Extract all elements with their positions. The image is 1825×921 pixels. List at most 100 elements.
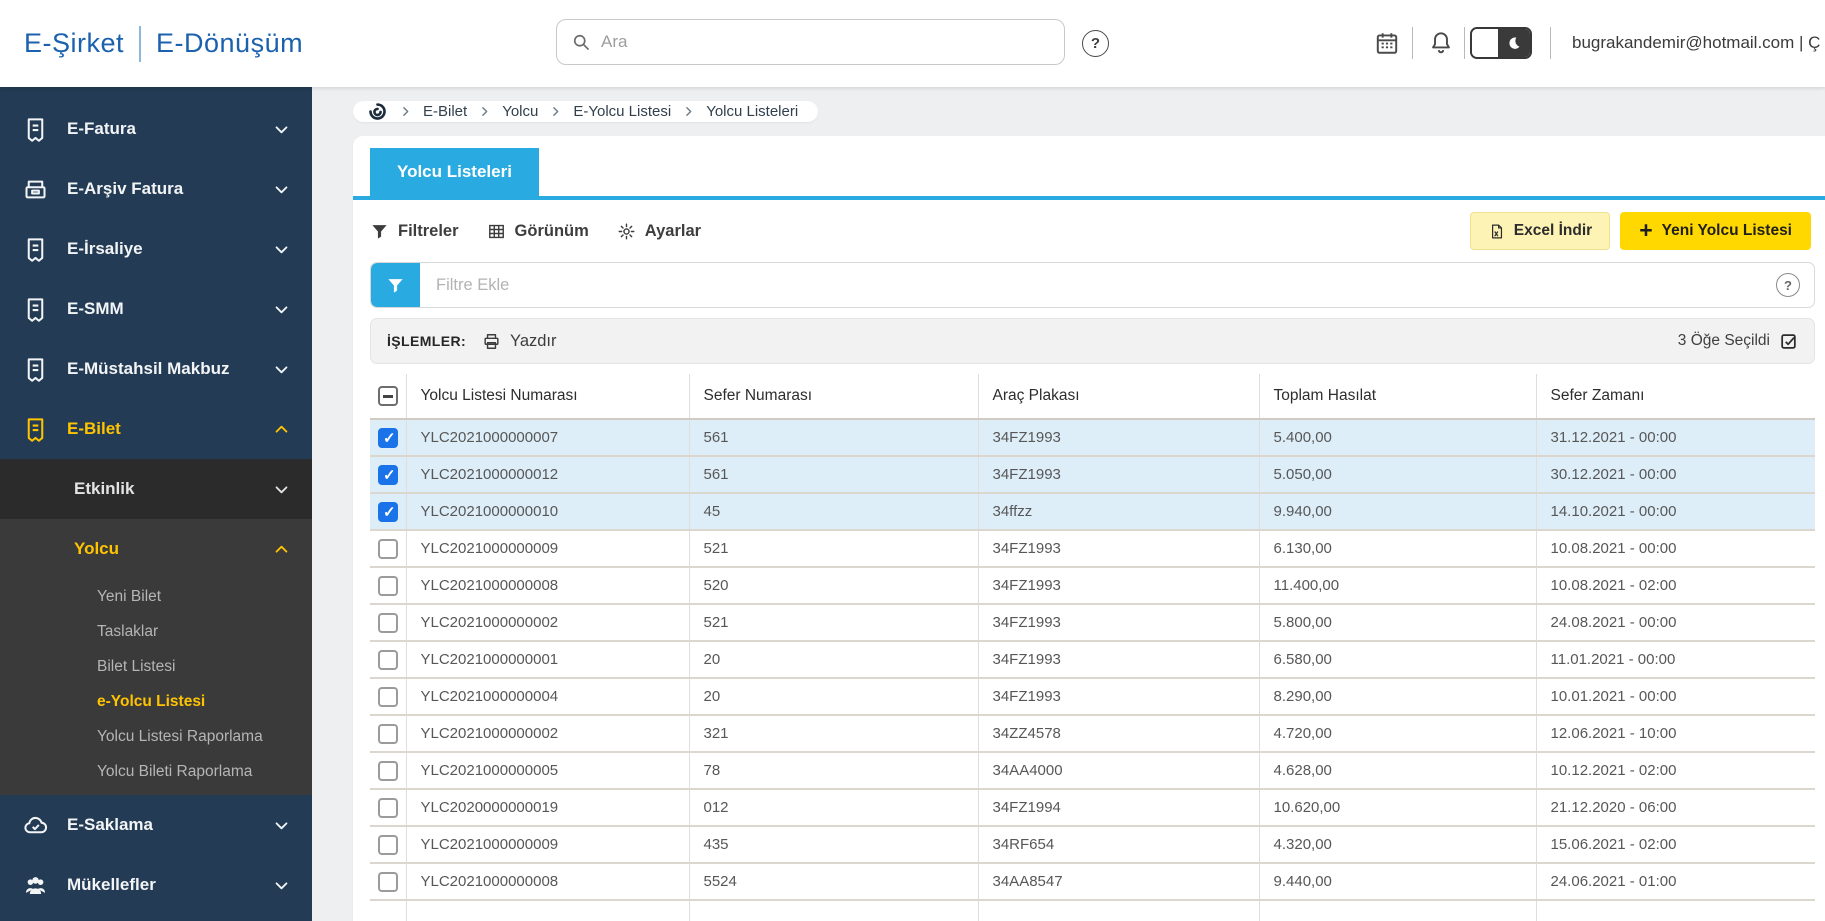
plus-icon: + [1639,216,1653,243]
row-checkbox[interactable] [378,649,398,670]
sidebar-link-e-yolcu-listesi[interactable]: e-Yolcu Listesi [97,692,206,710]
selected-count[interactable]: 3 Öğe Seçildi [1678,332,1798,351]
sidebar-item-e-bilet[interactable]: E-Bilet [0,399,312,459]
filter-input[interactable] [420,275,1776,295]
gear-icon [618,223,635,239]
sidebar-link-yolcu-listesi-raporlama[interactable]: Yolcu Listesi Raporlama [97,727,263,745]
row-checkbox[interactable] [378,538,398,559]
sidebar-item-e-saklama[interactable]: E-Saklama [0,795,312,855]
breadcrumb-item-yolcu[interactable]: Yolcu [502,103,539,120]
breadcrumb-item-yolcu-listeleri[interactable]: Yolcu Listeleri [706,103,799,120]
sidebar-item-m-kellefler[interactable]: Mükellefler [0,855,312,915]
row-checkbox[interactable] [378,723,398,744]
excel-icon [1491,224,1502,238]
sidebar-item-e-smm[interactable]: E-SMM [0,279,312,339]
table-row[interactable]: YLC2021000000004 20 34FZ1993 8.290,00 10.01.… [370,678,1815,716]
header-divider [1550,27,1551,59]
sidebar-link-bilet-listesi[interactable]: Bilet Listesi [97,657,176,675]
table-row[interactable]: YLC2021000000008 520 34FZ1993 11.400,00 10.0… [370,567,1815,605]
row-checkbox[interactable] [378,575,398,596]
sidebar-item-e-ar-iv-fatura[interactable]: E-Arşiv Fatura [0,159,312,219]
sidebar-item-e-i-rsaliye[interactable]: E-İrsaliye [0,219,312,279]
table-row[interactable]: YLC2021000000005 78 34AA4000 4.628,00 10.12.… [370,752,1815,790]
table-row[interactable]: YLC2021000000009 435 34RF654 4.320,00 15.06.… [370,826,1815,864]
excel-download-button[interactable]: Excel İndir [1469,212,1611,250]
toolbar: Filtreler Görünüm Ayarlar Excel İndir [370,212,1815,250]
row-checkbox[interactable] [378,427,398,448]
breadcrumb: E-Bilet Yolcu E-Yolcu Listesi Yolcu Listele… [353,101,819,122]
cell-no: YLC2021000000002 [405,715,689,753]
cell-zaman: 30.12.2021 - 00:00 [1535,456,1815,494]
column-header-sefer-zaman[interactable]: Sefer Zamanı [1535,374,1815,420]
search-input[interactable] [601,32,1050,52]
column-header-sefer-numaras[interactable]: Sefer Numarası [688,374,978,420]
chevron-down-icon [273,241,290,258]
app-logo[interactable]: E-Şirket E-Dönüşüm [24,25,303,62]
user-email[interactable]: bugrakandemir@hotmail.com | Ç [1572,33,1821,52]
sidebar-link-yolcu-bileti-raporlama[interactable]: Yolcu Bileti Raporlama [97,762,253,780]
help-button[interactable]: ? [1082,30,1109,57]
row-checkbox[interactable] [378,612,398,633]
bell-icon[interactable] [1428,29,1454,60]
cell-hasilat: 4.628,00 [1258,752,1536,790]
table-row[interactable]: YLC2021000000002 321 34ZZ4578 4.720,00 12.06… [370,715,1815,753]
row-checkbox[interactable] [378,871,398,892]
view-button[interactable]: Görünüm [487,222,589,241]
table-row[interactable]: YLC2021000000008 5524 34AA8547 9.440,00 24.0… [370,863,1815,901]
new-passenger-list-button[interactable]: + Yeni Yolcu Listesi [1620,212,1811,250]
table-row[interactable]: YLC2021000000001 20 34FZ1993 6.580,00 11.01.… [370,641,1815,679]
sidebar-item-yolcu[interactable]: Yolcu [0,519,312,579]
sidebar-link-taslaklar[interactable]: Taslaklar [97,622,159,640]
row-checkbox[interactable] [378,834,398,855]
logo-primary: E-Şirket [24,28,125,58]
row-checkbox[interactable] [378,501,398,522]
table-row[interactable]: YLC2020000000019 012 34FZ1994 10.620,00 21.1… [370,789,1815,827]
header-divider [1464,27,1465,59]
cell-zaman: 12.06.2021 - 10:00 [1535,715,1815,753]
table-row[interactable]: YLC202100000001256134FZ19935.050,0030.12… [370,456,1815,494]
chevron-right-icon [682,105,695,118]
table-row[interactable] [370,900,1815,921]
home-swirl-icon[interactable] [367,101,388,122]
print-button[interactable]: Yazdır [482,332,557,351]
breadcrumb-items: E-Bilet Yolcu E-Yolcu Listesi Yolcu Listele… [423,103,798,120]
moon-icon [1498,29,1530,57]
passenger-list-table: Yolcu Listesi Numarası Sefer Numarası Araç… [370,374,1815,921]
grid-icon [488,224,504,238]
column-header-yolcu-listesi-numaras[interactable]: Yolcu Listesi Numarası [405,374,689,420]
chevron-down-icon [273,361,290,378]
table-row[interactable]: YLC2021000000009 521 34FZ1993 6.130,00 10.08… [370,530,1815,568]
row-checkbox[interactable] [378,797,398,818]
filters-button[interactable]: Filtreler [370,222,459,241]
settings-button[interactable]: Ayarlar [617,222,701,241]
sidebar-link-yeni-bilet[interactable]: Yeni Bilet [97,587,162,605]
tab-yolcu-listeleri[interactable]: Yolcu Listeleri [370,148,539,196]
sidebar-item-e-m-stahsil-makbuz[interactable]: E-Müstahsil Makbuz [0,339,312,399]
row-checkbox[interactable] [378,686,398,707]
sidebar-item-e-fatura[interactable]: E-Fatura [0,99,312,159]
filter-help-icon[interactable]: ? [1776,273,1800,297]
cell-sefer: 20 [688,641,978,679]
breadcrumb-item-e-bilet[interactable]: E-Bilet [423,103,468,120]
column-header-ara-plakas[interactable]: Araç Plakası [977,374,1259,420]
global-search[interactable] [556,19,1065,65]
calendar-icon[interactable] [1374,30,1400,61]
column-header-toplam-has-lat[interactable]: Toplam Hasılat [1258,374,1536,420]
cell-hasilat: 9.440,00 [1258,863,1536,901]
table-row[interactable]: YLC2021000000002 521 34FZ1993 5.800,00 24.08… [370,604,1815,642]
row-checkbox[interactable] [378,760,398,781]
cell-zaman: 24.06.2021 - 01:00 [1535,863,1815,901]
top-header: E-Şirket E-Dönüşüm ? bugrakandemir@hotma… [0,0,1825,87]
row-checkbox[interactable] [378,464,398,485]
table-row[interactable]: YLC20210000000104534ffzz9.940,0014.10.20… [370,493,1815,531]
select-all-checkbox[interactable] [378,386,398,406]
cell-hasilat: 8.290,00 [1258,678,1536,716]
cell-no: YLC2021000000009 [405,530,689,568]
search-icon [573,34,589,50]
cell-sefer: 45 [688,493,978,531]
table-row[interactable]: YLC202100000000756134FZ19935.400,0031.12… [370,419,1815,457]
filter-funnel-button[interactable] [371,263,420,307]
breadcrumb-item-e-yolcu-listesi[interactable]: E-Yolcu Listesi [573,103,672,120]
sidebar-item-etkinlik[interactable]: Etkinlik [0,459,312,519]
dark-mode-toggle[interactable] [1470,27,1532,59]
